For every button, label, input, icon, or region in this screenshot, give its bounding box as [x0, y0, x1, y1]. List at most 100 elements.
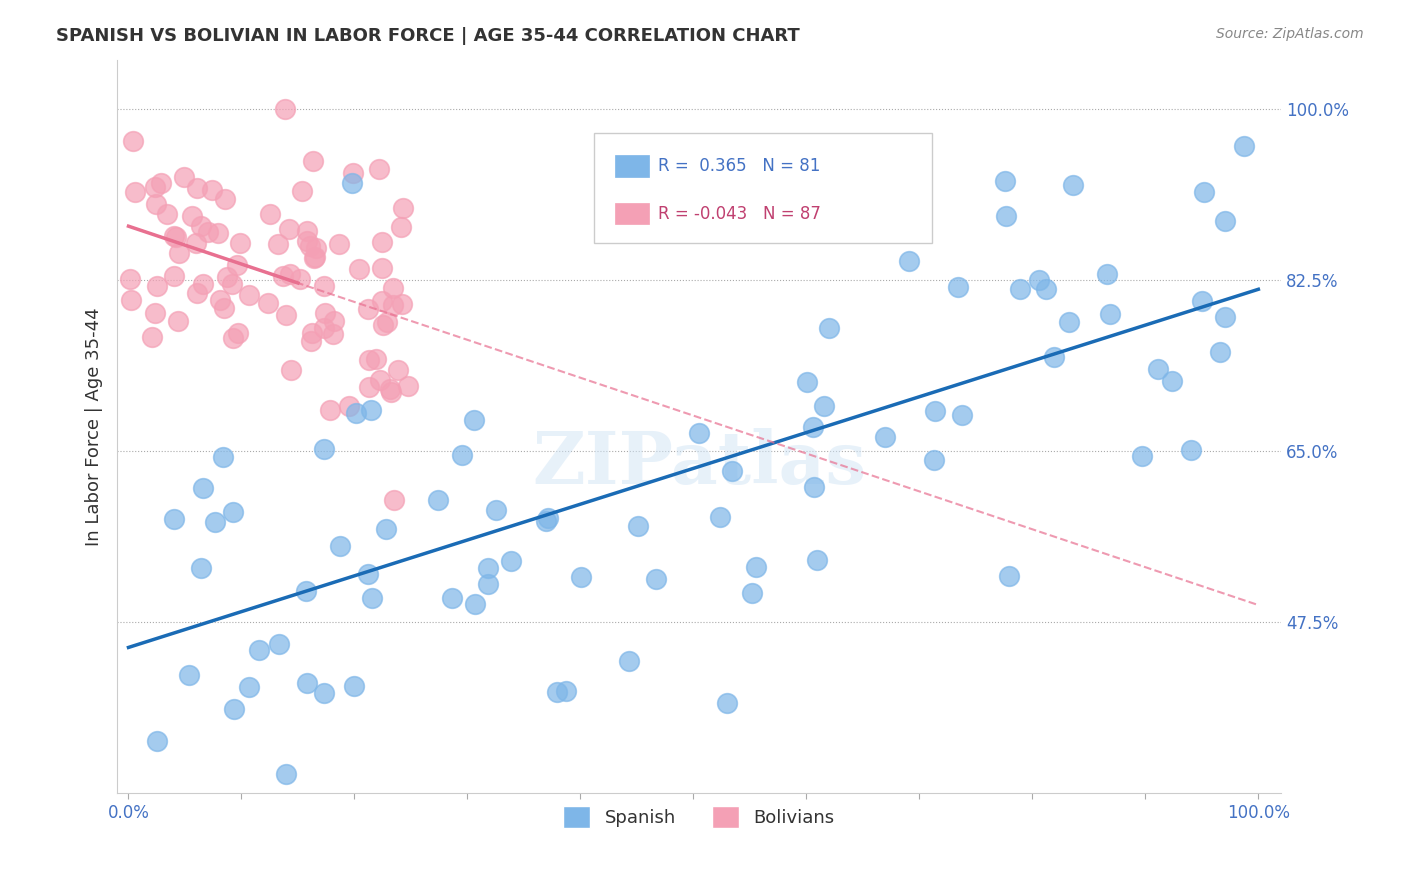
- Bolivians: [396, 379, 419, 393]
- Spanish: [464, 598, 486, 612]
- FancyBboxPatch shape: [616, 203, 650, 224]
- Text: SPANISH VS BOLIVIAN IN LABOR FORCE | AGE 35-44 CORRELATION CHART: SPANISH VS BOLIVIAN IN LABOR FORCE | AGE…: [56, 27, 800, 45]
- Spanish: [146, 734, 169, 748]
- Spanish: [238, 681, 260, 695]
- Bolivians: [322, 326, 344, 341]
- Bolivians: [371, 294, 394, 309]
- Bolivians: [226, 326, 249, 340]
- Spanish: [1192, 185, 1215, 199]
- Bolivians: [259, 207, 281, 221]
- Spanish: [451, 449, 474, 463]
- Spanish: [329, 539, 352, 553]
- Spanish: [873, 430, 896, 444]
- Spanish: [922, 453, 945, 467]
- Spanish: [741, 585, 763, 599]
- Bolivians: [391, 296, 413, 310]
- Bolivians: [280, 363, 302, 377]
- Spanish: [1160, 374, 1182, 388]
- Bolivians: [278, 222, 301, 236]
- Spanish: [813, 399, 835, 413]
- Spanish: [571, 570, 593, 584]
- Bolivians: [328, 237, 350, 252]
- Bolivians: [180, 209, 202, 223]
- Spanish: [1095, 267, 1118, 281]
- Bolivians: [274, 102, 297, 116]
- Spanish: [312, 442, 335, 456]
- Spanish: [645, 573, 668, 587]
- Text: R =  0.365   N = 81: R = 0.365 N = 81: [658, 157, 821, 175]
- Bolivians: [228, 235, 250, 250]
- Bolivians: [288, 272, 311, 286]
- Spanish: [1147, 361, 1170, 376]
- Bolivians: [166, 314, 188, 328]
- Spanish: [924, 404, 946, 418]
- Spanish: [179, 667, 201, 681]
- Spanish: [806, 553, 828, 567]
- Bolivians: [207, 227, 229, 241]
- Bolivians: [349, 262, 371, 277]
- Bolivians: [173, 169, 195, 184]
- Spanish: [1099, 307, 1122, 321]
- Spanish: [361, 591, 384, 605]
- FancyBboxPatch shape: [595, 133, 932, 243]
- Bolivians: [378, 382, 401, 396]
- Spanish: [204, 515, 226, 529]
- Spanish: [463, 412, 485, 426]
- Bolivians: [156, 206, 179, 220]
- Spanish: [897, 253, 920, 268]
- Spanish: [801, 420, 824, 434]
- Bolivians: [304, 251, 326, 265]
- Spanish: [948, 279, 970, 293]
- Bolivians: [186, 286, 208, 301]
- Legend: Spanish, Bolivians: Spanish, Bolivians: [557, 799, 842, 836]
- Spanish: [247, 643, 270, 657]
- Spanish: [163, 511, 186, 525]
- Bolivians: [298, 238, 321, 252]
- Bolivians: [278, 267, 301, 281]
- Bolivians: [141, 330, 163, 344]
- Bolivians: [124, 185, 146, 199]
- Bolivians: [256, 295, 278, 310]
- Bolivians: [387, 363, 409, 377]
- Bolivians: [291, 184, 314, 198]
- Spanish: [1057, 315, 1080, 329]
- Spanish: [1062, 178, 1084, 192]
- Spanish: [477, 577, 499, 591]
- Bolivians: [197, 225, 219, 239]
- Spanish: [619, 654, 641, 668]
- Spanish: [537, 511, 560, 525]
- Spanish: [295, 676, 318, 690]
- Spanish: [546, 685, 568, 699]
- Bolivians: [371, 318, 394, 332]
- Spanish: [534, 514, 557, 528]
- Bolivians: [314, 306, 336, 320]
- Spanish: [716, 696, 738, 710]
- Spanish: [357, 566, 380, 581]
- Bolivians: [214, 192, 236, 206]
- Spanish: [477, 560, 499, 574]
- Bolivians: [121, 134, 143, 148]
- Spanish: [294, 583, 316, 598]
- Bolivians: [312, 279, 335, 293]
- Spanish: [360, 402, 382, 417]
- Bolivians: [274, 308, 297, 322]
- Bolivians: [190, 219, 212, 233]
- Spanish: [276, 766, 298, 780]
- Spanish: [1043, 350, 1066, 364]
- Spanish: [994, 173, 1017, 187]
- Bolivians: [165, 230, 187, 244]
- Bolivians: [318, 403, 340, 417]
- Bolivians: [304, 250, 326, 264]
- Bolivians: [193, 277, 215, 292]
- Spanish: [212, 450, 235, 464]
- Bolivians: [299, 334, 322, 348]
- Bolivians: [357, 353, 380, 368]
- Bolivians: [222, 331, 245, 345]
- Bolivians: [221, 277, 243, 292]
- Bolivians: [368, 162, 391, 177]
- Spanish: [344, 406, 367, 420]
- Spanish: [501, 554, 523, 568]
- Spanish: [222, 702, 245, 716]
- Text: Source: ZipAtlas.com: Source: ZipAtlas.com: [1216, 27, 1364, 41]
- Bolivians: [322, 314, 344, 328]
